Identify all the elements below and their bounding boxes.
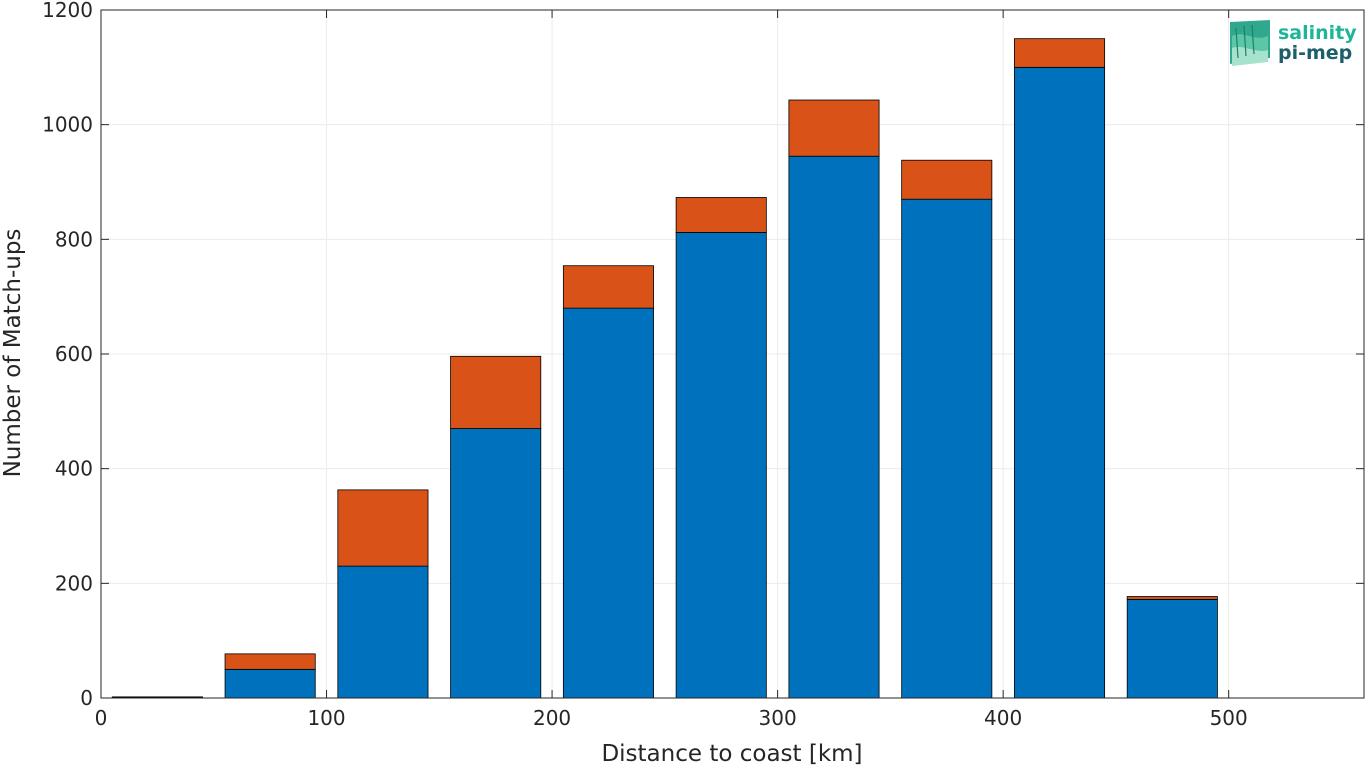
x-tick-label-0: 0 [95,706,108,730]
salinity-pi-mep-logo: salinity pi-mep [1230,20,1357,66]
y-tick-label-0: 0 [80,686,93,710]
bar-series1-7 [901,198,993,699]
bar-series2-5 [675,197,767,233]
bar-series2-3 [450,355,542,429]
bar-series2-0 [111,696,203,698]
x-tick-label-1: 100 [307,706,345,730]
x-tick-label-2: 200 [533,706,571,730]
y-axis-title: Number of Match-ups [0,229,26,478]
bar-series2-4 [562,265,654,309]
x-tick-label-3: 300 [759,706,797,730]
bar-series2-2 [337,489,429,567]
bar-series1-4 [562,307,654,699]
y-tick-label-4: 800 [55,227,93,251]
bar-series2-9 [1126,596,1218,600]
x-axis-title: Distance to coast [km] [601,741,862,766]
logo-text-salinity: salinity [1278,22,1357,44]
bar-series2-7 [901,159,993,200]
bar-series1-2 [337,565,429,699]
bar-series1-3 [450,428,542,699]
bar-series2-1 [224,653,316,670]
y-tick-label-3: 600 [55,342,93,366]
bar-series2-6 [788,99,880,157]
y-tick-label-2: 400 [55,457,93,481]
bar-series2-8 [1014,38,1106,68]
bar-series1-9 [1126,598,1218,699]
bar-series1-1 [224,668,316,699]
y-tick-label-6: 1200 [42,0,93,22]
bars [111,38,1218,699]
x-tick-label-5: 500 [1210,706,1248,730]
y-tick-label-5: 1000 [42,113,93,137]
wave-logo-icon [1230,20,1270,66]
bar-series1-8 [1014,66,1106,699]
bar-series1-5 [675,232,767,699]
logo-text-pi-mep: pi-mep [1278,42,1352,64]
axis-ticks: 0 100 200 300 400 500 0 200 400 600 800 1000 1200 [42,0,1364,730]
bar-series1-6 [788,155,880,699]
y-tick-label-1: 200 [55,571,93,595]
x-tick-label-4: 400 [984,706,1022,730]
